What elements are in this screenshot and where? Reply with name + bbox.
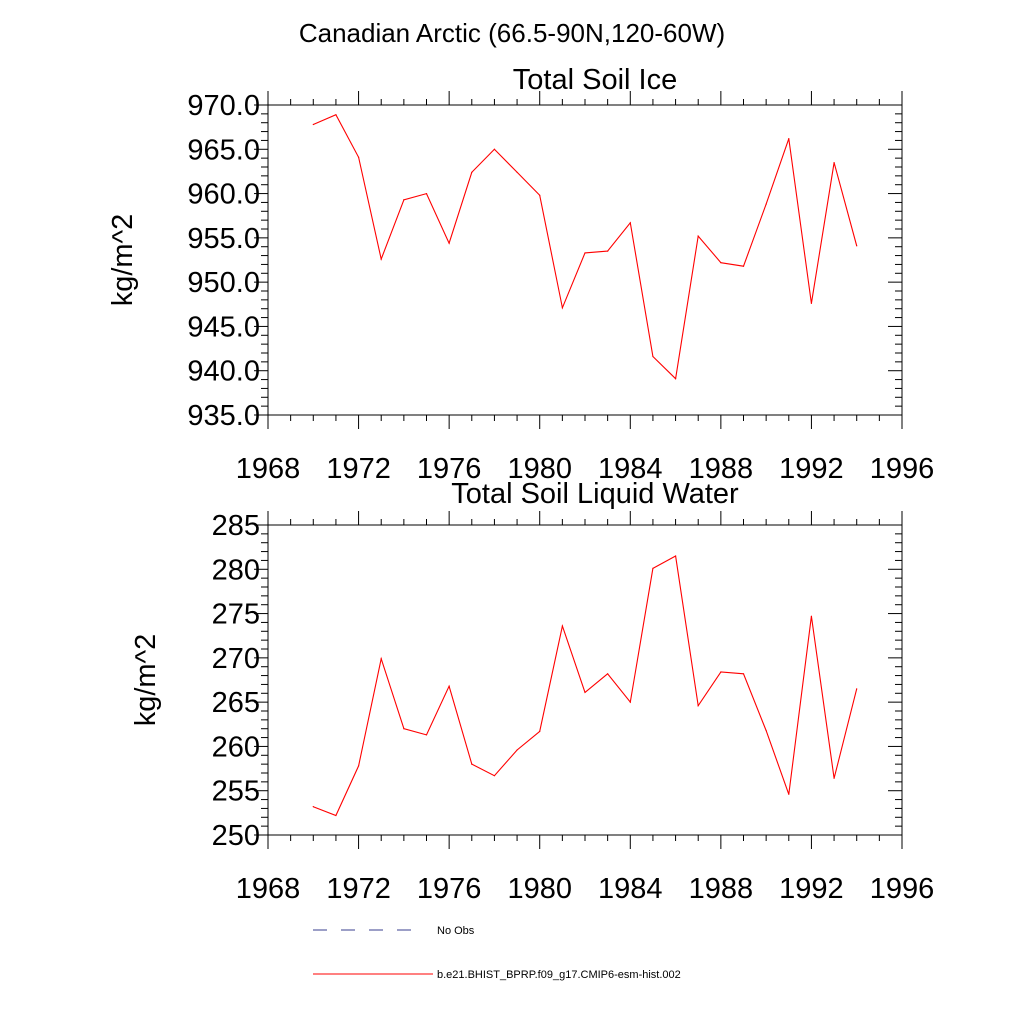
figure-title: Canadian Arctic (66.5-90N,120-60W)	[299, 18, 725, 48]
data-point	[335, 114, 337, 116]
legend: No Obs b.e21.BHIST_BPRP.f09_g17.CMIP6-es…	[313, 925, 681, 981]
data-point	[380, 258, 382, 260]
data-point	[720, 262, 722, 264]
x-tick-label: 1992	[779, 873, 844, 905]
y-tick-label: 250	[212, 820, 260, 852]
series-line	[313, 113, 858, 380]
data-point	[742, 673, 745, 675]
data-point	[312, 123, 314, 126]
data-point	[539, 194, 541, 196]
data-point	[516, 749, 518, 751]
data-point	[607, 673, 609, 675]
data-point	[629, 701, 631, 703]
data-point	[607, 250, 609, 252]
data-point	[697, 705, 699, 707]
data-point	[425, 192, 428, 195]
x-tick-label: 1984	[598, 873, 663, 905]
y-tick-label: 935.0	[187, 400, 260, 432]
x-tick-label: 1980	[507, 873, 572, 905]
data-point	[788, 138, 790, 140]
data-point	[584, 252, 586, 254]
y-tick-label: 960.0	[187, 179, 260, 211]
data-point	[357, 156, 360, 158]
x-tick-label: 1968	[236, 873, 301, 905]
data-point	[448, 685, 450, 687]
panel-title: Total Soil Liquid Water	[451, 478, 739, 510]
y-tick-label: 950.0	[187, 267, 260, 299]
data-point	[652, 355, 654, 358]
data-point	[833, 777, 835, 779]
y-tick-label: 970.0	[187, 90, 260, 122]
data-point	[471, 763, 473, 765]
data-point	[312, 806, 314, 808]
y-tick-label: 265	[212, 687, 260, 719]
panel-total-soil-ice: Total Soil Ice kg/m^2 1968 1972 1976 1980 1984…	[107, 64, 934, 485]
data-point	[357, 765, 360, 767]
data-point	[516, 171, 518, 173]
x-tick-label: 1984	[598, 453, 663, 485]
data-point	[765, 203, 767, 205]
data-point	[493, 148, 496, 150]
data-point	[810, 615, 813, 617]
data-point	[856, 688, 858, 690]
x-tick-label: 1980	[507, 453, 572, 485]
data-point	[493, 775, 496, 777]
data-point	[629, 222, 631, 224]
data-point	[856, 245, 858, 247]
data-point	[539, 730, 541, 732]
x-tick-label: 1976	[417, 453, 482, 485]
plot-frame	[267, 104, 903, 416]
data-point	[674, 555, 677, 557]
legend-label-model-run: b.e21.BHIST_BPRP.f09_g17.CMIP6-esm-hist.…	[437, 969, 681, 981]
data-point	[697, 235, 699, 237]
data-point	[471, 171, 473, 173]
data-point	[765, 729, 767, 732]
y-tick-label: 965.0	[187, 134, 260, 166]
x-tick-label: 1996	[870, 873, 935, 905]
data-point	[425, 734, 428, 736]
y-tick-label: 285	[212, 510, 260, 542]
y-tick-label: 955.0	[187, 223, 260, 255]
data-point	[380, 658, 382, 660]
legend-label-no-obs: No Obs	[437, 925, 475, 937]
data-point	[742, 265, 745, 267]
x-tick-label: 1972	[326, 873, 391, 905]
series-line	[313, 555, 858, 817]
data-point	[403, 728, 405, 730]
data-point	[674, 378, 677, 380]
y-tick-label: 940.0	[187, 356, 260, 388]
data-point	[448, 242, 450, 244]
data-point	[810, 302, 813, 304]
x-tick-label: 1976	[417, 873, 482, 905]
panel-total-soil-liquid-water: Total Soil Liquid Water kg/m^2 1968 1972 197…	[130, 478, 934, 905]
y-tick-label: 945.0	[187, 311, 260, 343]
x-tick-label: 1968	[236, 453, 301, 485]
x-tick-label: 1988	[689, 453, 754, 485]
x-tick-label: 1992	[779, 453, 844, 485]
x-tick-label: 1972	[326, 453, 391, 485]
panel-title: Total Soil Ice	[513, 64, 677, 96]
data-point	[652, 567, 654, 570]
y-tick-label: 260	[212, 731, 260, 763]
data-point	[335, 814, 337, 817]
plot-frame	[267, 524, 903, 836]
data-point	[403, 199, 405, 201]
y-tick-label: 275	[212, 599, 260, 631]
x-tick-label: 1996	[870, 453, 935, 485]
y-tick-label: 270	[212, 643, 260, 675]
data-point	[833, 161, 835, 164]
x-tick-label: 1988	[689, 873, 754, 905]
data-point	[584, 691, 586, 694]
data-point	[720, 671, 722, 673]
y-axis-label: kg/m^2	[130, 634, 162, 727]
y-tick-label: 280	[212, 554, 260, 586]
data-point	[788, 793, 790, 795]
y-axis-label: kg/m^2	[107, 214, 139, 307]
y-tick-label: 255	[212, 776, 260, 808]
data-point	[561, 625, 563, 627]
data-point	[561, 307, 563, 309]
